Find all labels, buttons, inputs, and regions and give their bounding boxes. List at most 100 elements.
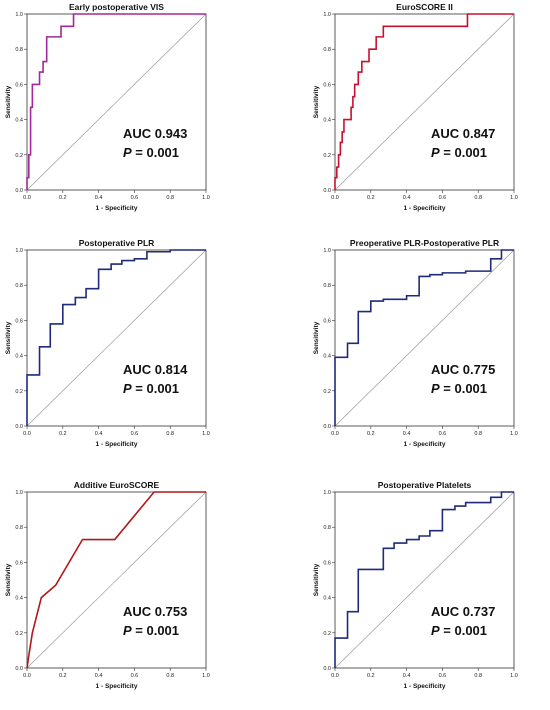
- roc-chart-svg: 0.0 0.2 0.4 0.6 0.8 1.0 0.0 0.2 0.4 0.6 0.8 1.0 Preo…: [313, 238, 518, 448]
- x-tick-label: 0.4: [95, 431, 103, 437]
- p-value-text: = 0.001: [132, 145, 179, 160]
- y-tick-label: 1.0: [15, 248, 23, 254]
- roc-curve: [26, 491, 206, 669]
- auc-annotation: AUC 0.775: [431, 362, 495, 377]
- y-tick-label: 0.8: [15, 525, 23, 531]
- p-value-annotation: P = 0.001: [431, 623, 487, 638]
- p-value-text: = 0.001: [440, 145, 487, 160]
- chart-title: Additive EuroSCORE: [74, 480, 160, 490]
- x-tick-label: 0.4: [95, 673, 103, 679]
- x-tick-label: 0.0: [331, 195, 339, 201]
- y-axis-label: Sensitivity: [313, 563, 320, 596]
- chart-title: Preoperative PLR-Postoperative PLR: [350, 238, 499, 248]
- y-tick-label: 0.8: [15, 283, 23, 289]
- roc-curve: [26, 249, 206, 426]
- x-tick-label: 0.0: [23, 673, 31, 679]
- chart-title: Early postoperative VIS: [69, 2, 164, 12]
- y-tick-label: 0.8: [323, 525, 331, 531]
- roc-panel-6: 0.0 0.2 0.4 0.6 0.8 1.0 0.0 0.2 0.4 0.6 0.8 1.0 Post…: [308, 478, 550, 710]
- plot-frame: [334, 13, 515, 191]
- p-value-symbol: P: [123, 623, 132, 638]
- roc-chart-svg: 0.0 0.2 0.4 0.6 0.8 1.0 0.0 0.2 0.4 0.6 0.8 1.0 Earl…: [5, 2, 210, 212]
- y-axis-label: Sensitivity: [313, 321, 320, 354]
- roc-panel-5: 0.0 0.2 0.4 0.6 0.8 1.0 0.0 0.2 0.4 0.6 0.8 1.0 Addi…: [0, 478, 250, 710]
- p-value-symbol: P: [431, 381, 440, 396]
- y-tick-label: 0.4: [323, 118, 331, 124]
- y-tick-label: 0.8: [15, 47, 23, 53]
- p-value-annotation: P = 0.001: [123, 381, 179, 396]
- x-tick-label: 0.2: [367, 431, 375, 437]
- y-tick-label: 0.2: [15, 389, 23, 395]
- x-tick-label: 0.2: [59, 673, 67, 679]
- roc-curve: [334, 491, 514, 668]
- p-value-text: = 0.001: [440, 381, 487, 396]
- chart-title: EuroSCORE II: [396, 2, 453, 12]
- auc-annotation: AUC 0.737: [431, 604, 495, 619]
- y-tick-label: 0.6: [323, 82, 331, 88]
- x-tick-label: 0.2: [59, 195, 67, 201]
- roc-chart-svg: 0.0 0.2 0.4 0.6 0.8 1.0 0.0 0.2 0.4 0.6 0.8 1.0 Post…: [313, 480, 518, 690]
- y-tick-label: 0.6: [15, 560, 23, 566]
- roc-panel-4: 0.0 0.2 0.4 0.6 0.8 1.0 0.0 0.2 0.4 0.6 0.8 1.0 Preo…: [308, 236, 550, 468]
- p-value-text: = 0.001: [132, 623, 179, 638]
- x-tick-label: 0.2: [367, 673, 375, 679]
- x-tick-label: 0.6: [131, 431, 139, 437]
- y-tick-label: 0.4: [15, 118, 23, 124]
- roc-panel-3: 0.0 0.2 0.4 0.6 0.8 1.0 0.0 0.2 0.4 0.6 0.8 1.0 Post…: [0, 236, 250, 468]
- x-axis-label: 1 - Specificity: [404, 441, 446, 448]
- x-tick-label: 0.6: [439, 195, 447, 201]
- auc-annotation: AUC 0.753: [123, 604, 187, 619]
- y-axis-label: Sensitivity: [313, 85, 320, 118]
- x-tick-label: 0.4: [95, 195, 103, 201]
- x-tick-label: 0.6: [131, 195, 139, 201]
- chart-title: Postoperative Platelets: [378, 480, 472, 490]
- plot-frame: [26, 491, 207, 669]
- plot-frame: [334, 491, 515, 669]
- x-tick-label: 0.8: [166, 195, 174, 201]
- y-tick-label: 0.4: [15, 354, 23, 360]
- y-tick-label: 1.0: [323, 490, 331, 496]
- roc-chart-svg: 0.0 0.2 0.4 0.6 0.8 1.0 0.0 0.2 0.4 0.6 0.8 1.0 Addi…: [5, 480, 210, 690]
- p-value-text: = 0.001: [440, 623, 487, 638]
- x-tick-label: 0.8: [474, 673, 482, 679]
- x-tick-label: 0.2: [59, 431, 67, 437]
- roc-chart-svg: 0.0 0.2 0.4 0.6 0.8 1.0 0.0 0.2 0.4 0.6 0.8 1.0 Post…: [5, 238, 210, 448]
- x-axis-label: 1 - Specificity: [404, 683, 446, 690]
- p-value-annotation: P = 0.001: [123, 145, 179, 160]
- auc-annotation: AUC 0.943: [123, 126, 187, 141]
- y-tick-label: 0.4: [15, 596, 23, 602]
- y-axis-label: Sensitivity: [5, 85, 12, 118]
- x-tick-label: 0.8: [166, 673, 174, 679]
- y-tick-label: 0.0: [323, 424, 331, 430]
- x-axis-label: 1 - Specificity: [96, 205, 138, 212]
- x-tick-label: 1.0: [202, 195, 210, 201]
- p-value-text: = 0.001: [132, 381, 179, 396]
- y-tick-label: 1.0: [15, 12, 23, 18]
- x-tick-label: 0.0: [331, 673, 339, 679]
- x-tick-label: 0.4: [403, 673, 411, 679]
- y-tick-label: 0.8: [323, 47, 331, 53]
- y-axis-label: Sensitivity: [5, 321, 12, 354]
- reference-line: [26, 13, 207, 191]
- x-tick-label: 0.6: [131, 673, 139, 679]
- x-tick-label: 0.6: [439, 673, 447, 679]
- roc-panel-1: 0.0 0.2 0.4 0.6 0.8 1.0 0.0 0.2 0.4 0.6 0.8 1.0 Earl…: [0, 0, 250, 232]
- chart-title: Postoperative PLR: [79, 238, 155, 248]
- p-value-annotation: P = 0.001: [431, 145, 487, 160]
- x-tick-label: 1.0: [510, 195, 518, 201]
- p-value-annotation: P = 0.001: [431, 381, 487, 396]
- p-value-symbol: P: [431, 145, 440, 160]
- y-tick-label: 0.6: [323, 560, 331, 566]
- auc-annotation: AUC 0.814: [123, 362, 188, 377]
- x-tick-label: 1.0: [202, 431, 210, 437]
- x-tick-label: 0.0: [23, 195, 31, 201]
- x-tick-label: 0.4: [403, 431, 411, 437]
- plot-frame: [334, 249, 515, 427]
- reference-line: [26, 249, 207, 427]
- reference-line: [334, 13, 515, 191]
- y-axis-label: Sensitivity: [5, 563, 12, 596]
- y-tick-label: 0.0: [323, 666, 331, 672]
- p-value-symbol: P: [123, 381, 132, 396]
- reference-line: [334, 491, 515, 669]
- x-axis-label: 1 - Specificity: [96, 441, 138, 448]
